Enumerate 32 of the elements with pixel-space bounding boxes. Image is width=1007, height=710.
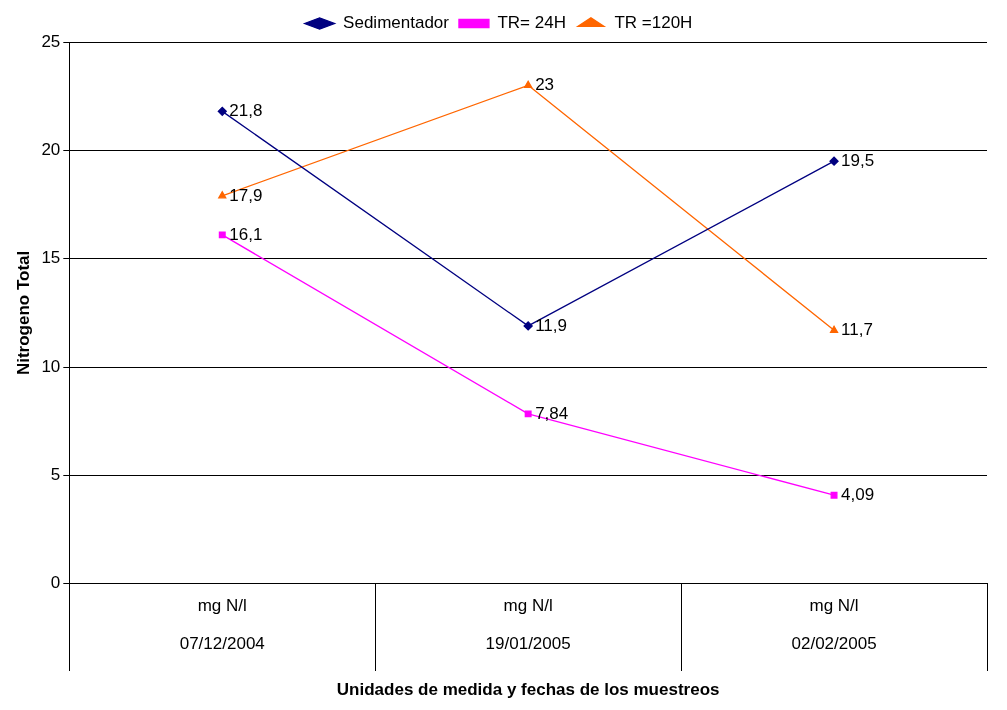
y-tick-label: 10 — [41, 356, 61, 376]
data-label: 4,09 — [841, 484, 875, 504]
y-tick-label: 5 — [50, 465, 61, 485]
x-tick-label: mg N/l 19/01/2005 — [485, 596, 571, 653]
y-tick-label: 20 — [41, 140, 61, 160]
data-label: 16,1 — [229, 224, 263, 244]
x-axis-title: Unidades de medida y fechas de los muestreos — [336, 680, 720, 700]
y-tick-label: 25 — [41, 31, 61, 51]
x-tick-label: mg N/l 07/12/2004 — [179, 596, 265, 653]
point — [218, 231, 226, 239]
data-label: 7,84 — [535, 403, 569, 423]
point — [524, 410, 532, 418]
y-tick-label: 0 — [50, 573, 61, 593]
y-tick-label: 15 — [41, 248, 61, 268]
point — [829, 325, 839, 333]
data-label: 11,9 — [535, 315, 567, 335]
data-label: 17,9 — [229, 185, 263, 205]
data-label: 11,7 — [841, 319, 873, 339]
legend-label: TR =120H — [614, 13, 693, 33]
x-tick-label: mg N/l 02/02/2005 — [791, 596, 877, 653]
point — [218, 191, 227, 199]
point — [524, 80, 533, 88]
y-axis-title: Nitrogeno Total — [13, 250, 33, 376]
data-label: 21,8 — [229, 101, 263, 121]
point — [217, 106, 227, 116]
data-label: 23 — [535, 75, 555, 95]
point — [829, 156, 839, 166]
point — [523, 321, 533, 331]
legend-label: Sedimentador — [343, 13, 450, 33]
legend-label: TR= 24H — [497, 13, 566, 33]
point — [830, 491, 838, 499]
data-label: 19,5 — [841, 150, 875, 170]
